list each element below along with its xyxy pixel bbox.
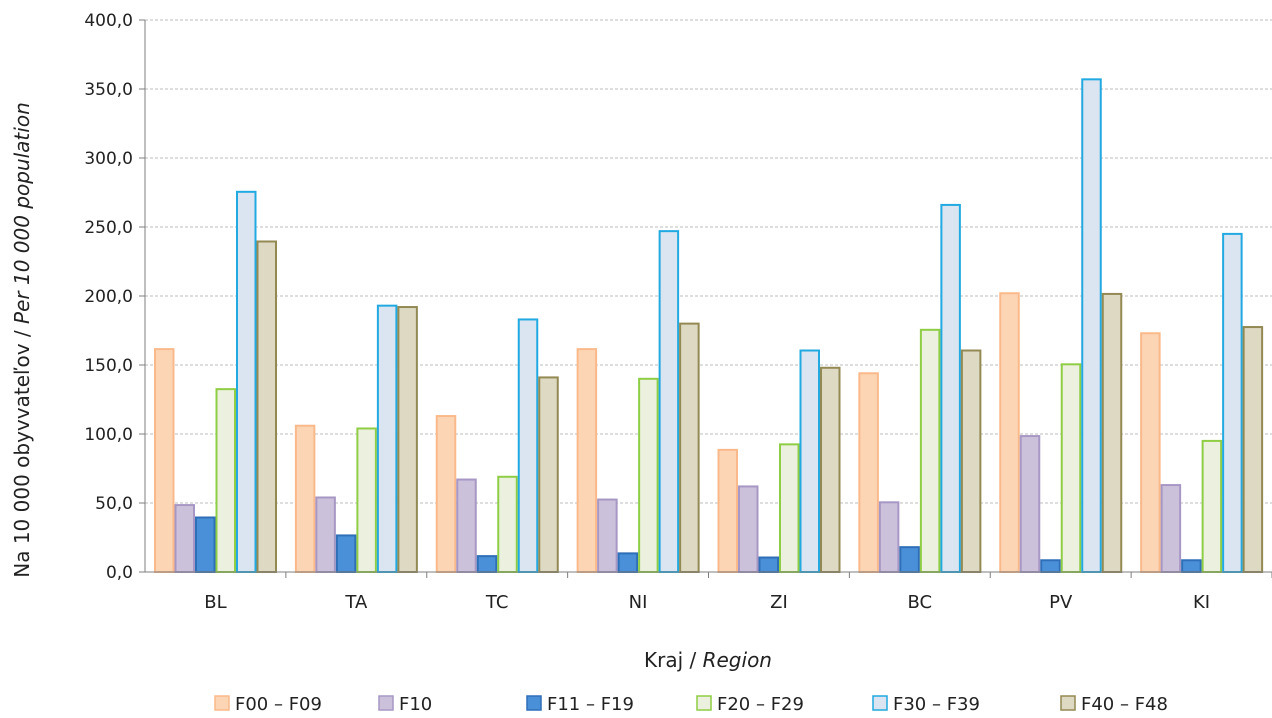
bar — [878, 501, 900, 573]
legend-swatch — [872, 695, 888, 711]
bar — [215, 388, 236, 573]
bar — [1222, 232, 1243, 573]
x-category-label: NI — [629, 592, 648, 613]
x-category-label: ZI — [770, 592, 788, 613]
bar — [858, 372, 879, 573]
x-category-label: TC — [485, 592, 509, 613]
y-tick-label: 200,0 — [84, 287, 133, 307]
bar — [779, 443, 800, 574]
y-tick-label: 150,0 — [84, 356, 133, 376]
bar — [154, 348, 175, 573]
bar — [617, 552, 639, 573]
bar — [638, 377, 659, 573]
bar — [517, 318, 539, 573]
axes — [139, 19, 1272, 578]
bar — [899, 546, 920, 573]
y-tick-label: 250,0 — [84, 218, 133, 238]
bar — [1019, 435, 1041, 573]
bar — [1242, 326, 1264, 573]
bar — [476, 555, 498, 574]
bar — [174, 504, 195, 574]
x-axis-title: Kraj / Region — [644, 648, 772, 672]
bars — [154, 78, 1264, 574]
legend-label: F40 – F48 — [1081, 694, 1168, 715]
bar — [315, 496, 336, 574]
bar — [717, 448, 738, 573]
legend-label: F20 – F29 — [717, 694, 804, 715]
bar — [679, 322, 700, 573]
legend-swatch — [696, 695, 712, 711]
bar — [356, 427, 377, 574]
y-tick-label: 350,0 — [84, 80, 133, 100]
bar — [456, 478, 477, 574]
x-category-labels: BL TA TC NI ZI BC PV KI — [204, 592, 1210, 613]
bar — [799, 349, 820, 574]
legend: F00 – F09 F10 F11 – F19 F20 – F29 F30 – F39 F… — [214, 694, 1168, 715]
y-axis-title-italic: Per 10 000 population — [10, 102, 34, 324]
bar — [1060, 363, 1082, 573]
bar — [256, 240, 277, 574]
x-category-label: KI — [1193, 592, 1210, 613]
bar — [1160, 484, 1182, 573]
bar — [497, 475, 518, 573]
bar — [538, 376, 559, 574]
y-tick-labels: 0,0 50,0 100,0 150,0 200,0 250,0 300,0 350,0 400… — [84, 11, 133, 583]
legend-swatch — [1060, 695, 1076, 711]
bar — [1201, 439, 1223, 573]
y-axis-title-main: Na 10 000 obyvvateľov / — [10, 324, 34, 578]
x-category-label: BC — [908, 592, 933, 613]
bar — [1140, 332, 1161, 574]
y-axis-title: Na 10 000 obyvvateľov / Per 10 000 popul… — [10, 102, 34, 578]
x-axis-title-main: Kraj / — [644, 648, 703, 672]
bar — [1081, 78, 1102, 573]
bar — [1181, 559, 1202, 574]
x-axis-title-italic: Region — [703, 648, 772, 672]
bar — [376, 304, 398, 573]
legend-label: F30 – F39 — [893, 694, 980, 715]
y-tick-label: 400,0 — [84, 11, 133, 31]
bar — [435, 415, 457, 573]
bar — [658, 230, 680, 573]
bar — [294, 424, 316, 573]
bar — [576, 348, 598, 573]
legend-label: F10 — [399, 694, 432, 715]
y-tick-label: 50,0 — [95, 494, 133, 514]
bar — [1040, 559, 1061, 574]
bar — [738, 485, 759, 573]
y-tick-label: 300,0 — [84, 149, 133, 169]
x-category-label: TA — [344, 592, 368, 613]
bar — [999, 292, 1020, 573]
y-tick-label: 100,0 — [84, 425, 133, 445]
legend-label: F11 – F19 — [547, 694, 634, 715]
bar — [236, 190, 257, 573]
bar — [960, 349, 982, 574]
bar — [820, 366, 841, 574]
legend-swatch — [378, 695, 394, 711]
legend-swatch — [214, 695, 230, 711]
legend-swatch — [526, 695, 542, 711]
bar — [1101, 292, 1123, 573]
y-tick-label: 0,0 — [106, 563, 133, 583]
bar — [397, 306, 418, 573]
legend-label: F00 – F09 — [235, 694, 322, 715]
bar — [195, 516, 216, 573]
bar — [940, 203, 961, 573]
bar — [758, 556, 779, 574]
bar — [597, 498, 618, 573]
bar — [335, 534, 357, 573]
x-category-label: PV — [1049, 592, 1073, 613]
x-category-label: BL — [204, 592, 226, 613]
bar — [919, 328, 941, 573]
